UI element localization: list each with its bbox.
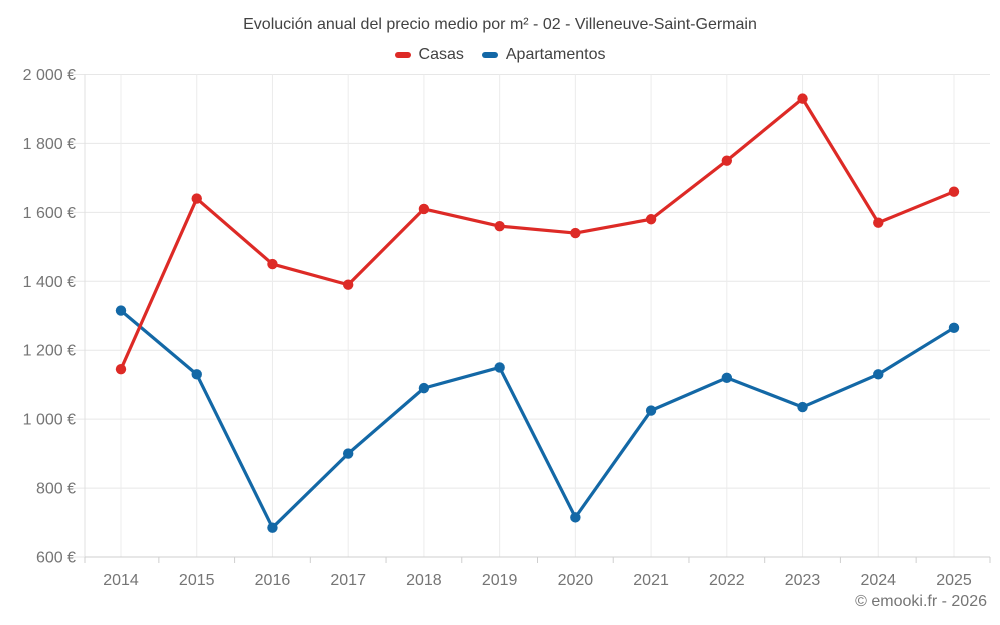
data-point-apartamentos-2023: [797, 401, 808, 413]
data-point-casas-2023: [797, 93, 808, 104]
data-point-apartamentos-2020: [570, 512, 581, 523]
axis-labels: 600 € 800 € 1 000 € 1 200 € 1 400 € 1 600 € 1 …: [23, 67, 972, 589]
apartamentos-series-swatch-icon: [481, 52, 498, 58]
data-point-apartamentos-2016: [267, 522, 278, 533]
data-point-apartamentos-2014: [115, 305, 127, 316]
data-point-apartamentos-2015: [191, 369, 202, 380]
data-point-casas-2014: [115, 363, 127, 375]
x-axis-tick-label: 2015: [179, 572, 215, 589]
data-point-apartamentos-2021: [645, 405, 657, 416]
x-axis-tick-label: 2023: [785, 572, 821, 589]
y-axis-tick-label: 1 600 €: [23, 205, 76, 222]
x-axis-tick-label: 2018: [406, 572, 442, 589]
data-point-casas-2025: [948, 186, 960, 197]
x-axis-tick-label: 2025: [936, 572, 972, 589]
data-point-apartamentos-2017: [342, 448, 354, 459]
chart-title: Evolución anual del precio medio por m² …: [243, 16, 757, 33]
data-point-apartamentos-2022: [721, 372, 733, 383]
y-axis-tick-label: 800 €: [36, 481, 76, 498]
legend-label-apartamentos: Apartamentos: [505, 46, 606, 63]
y-axis-tick-label: 1 200 €: [23, 343, 76, 360]
data-point-apartamentos-2024: [873, 369, 884, 380]
data-point-casas-2017: [342, 279, 354, 290]
series-casas: [115, 93, 960, 375]
data-point-casas-2022: [721, 155, 733, 166]
casas-series-swatch-icon: [394, 52, 411, 58]
legend-item-apartamentos[interactable]: Apartamentos: [481, 46, 606, 64]
data-point-apartamentos-2025: [948, 322, 960, 334]
series-line-casas: [119, 97, 956, 371]
data-point-casas-2019: [494, 220, 505, 232]
x-axis-tick-label: 2021: [633, 572, 669, 589]
data-point-casas-2015: [191, 193, 202, 204]
legend-label-casas: Casas: [418, 46, 464, 63]
data-point-casas-2024: [873, 217, 884, 228]
gridlines: [73, 74, 990, 558]
axes: [84, 74, 991, 563]
x-axis-tick-label: 2022: [709, 572, 745, 589]
data-point-casas-2016: [267, 258, 278, 270]
data-point-apartamentos-2018: [418, 382, 430, 394]
y-axis-tick-label: 1 800 €: [23, 136, 76, 153]
legend-item-casas[interactable]: Casas: [394, 46, 464, 64]
data-point-apartamentos-2019: [494, 362, 505, 373]
legend: Casas Apartamentos: [0, 46, 1000, 64]
copyright-text: © emooki.fr - 2026: [855, 593, 987, 610]
x-axis-tick-label: 2020: [558, 572, 594, 589]
x-axis-tick-label: 2017: [330, 572, 366, 589]
x-axis-tick-label: 2016: [255, 572, 291, 589]
x-axis-tick-label: 2014: [103, 572, 139, 589]
x-axis-tick-label: 2019: [482, 572, 518, 589]
y-axis-tick-label: 2 000 €: [23, 67, 76, 84]
series-apartamentos: [115, 305, 960, 533]
data-point-casas-2018: [418, 203, 430, 215]
x-axis-tick-label: 2024: [860, 572, 896, 589]
y-axis-tick-label: 1 000 €: [23, 412, 76, 429]
y-axis-tick-label: 600 €: [36, 550, 76, 567]
series-line-apartamentos: [119, 308, 956, 530]
data-point-casas-2021: [645, 214, 657, 225]
y-axis-tick-label: 1 400 €: [23, 274, 76, 291]
data-point-casas-2020: [570, 227, 581, 239]
